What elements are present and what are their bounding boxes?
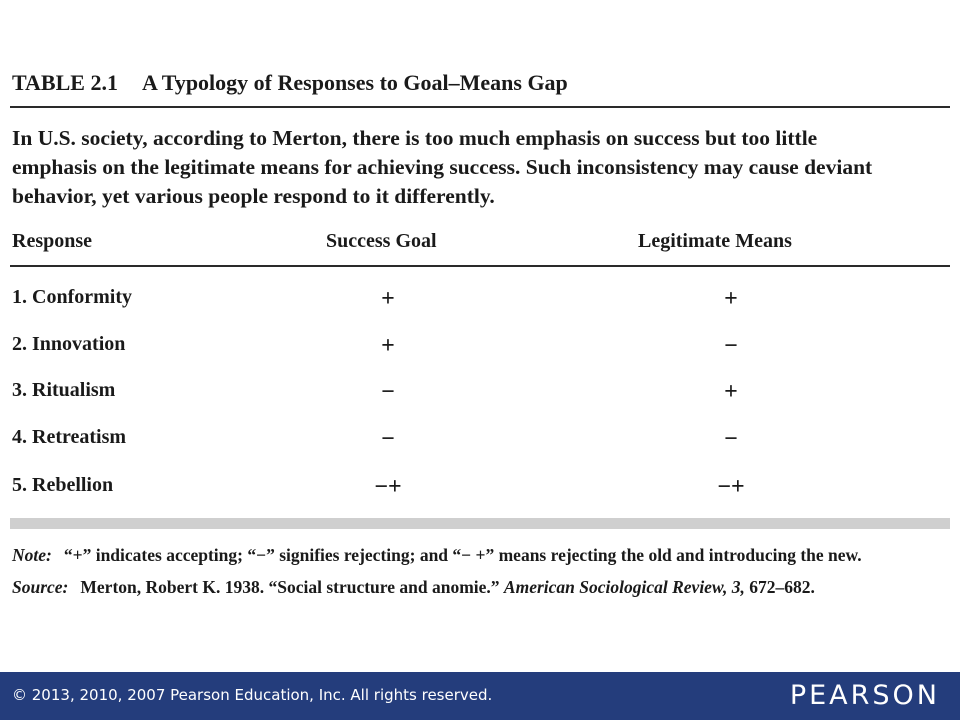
legitimate-means-value: −	[724, 426, 738, 452]
table-source: Source: Merton, Robert K. 1938. “Social s…	[12, 577, 815, 598]
success-goal-value: +	[381, 286, 395, 312]
note-text: “+” indicates accepting; “−” signifies r…	[63, 545, 862, 565]
table-row: 1. Conformity + +	[0, 286, 960, 326]
table-intro: In U.S. society, according to Merton, th…	[12, 124, 947, 211]
column-header-response: Response	[12, 230, 93, 252]
note-label: Note:	[12, 545, 52, 565]
legitimate-means-value: +	[724, 379, 738, 405]
table-title: TABLE 2.1 A Typology of Responses to Goal…	[12, 70, 568, 96]
intro-line: emphasis on the legitimate means for ach…	[12, 155, 873, 179]
table-note: Note: “+” indicates accepting; “−” signif…	[12, 545, 862, 566]
top-rule	[10, 106, 950, 108]
intro-line: behavior, yet various people respond to …	[12, 184, 495, 208]
source-pages: 672–682.	[744, 577, 815, 597]
table-row: 3. Ritualism − +	[0, 379, 960, 419]
pearson-logo: PEARSON	[789, 680, 940, 711]
column-header-legitimate-means: Legitimate Means	[638, 230, 792, 252]
footer-bar: © 2013, 2010, 2007 Pearson Education, In…	[0, 672, 960, 720]
source-journal: American Sociological Review, 3,	[503, 577, 745, 597]
response-label: 5. Rebellion	[12, 474, 114, 496]
table-number: TABLE 2.1	[12, 70, 118, 95]
success-goal-value: −+	[374, 474, 402, 500]
intro-line: In U.S. society, according to Merton, th…	[12, 126, 818, 150]
success-goal-value: +	[381, 333, 395, 359]
table-row: 4. Retreatism − −	[0, 426, 960, 466]
response-label: 3. Ritualism	[12, 379, 116, 401]
table-title-text: A Typology of Responses to Goal–Means Ga…	[142, 70, 568, 95]
source-label: Source:	[12, 577, 69, 597]
header-rule	[10, 265, 950, 267]
success-goal-value: −	[381, 426, 395, 452]
legitimate-means-value: −	[724, 333, 738, 359]
response-label: 1. Conformity	[12, 286, 132, 308]
response-label: 4. Retreatism	[12, 426, 127, 448]
source-text: Merton, Robert K. 1938. “Social structur…	[80, 577, 504, 597]
legitimate-means-value: +	[724, 286, 738, 312]
success-goal-value: −	[381, 379, 395, 405]
copyright-text: © 2013, 2010, 2007 Pearson Education, In…	[12, 686, 493, 704]
column-header-success-goal: Success Goal	[326, 230, 437, 252]
table-row: 5. Rebellion −+ −+	[0, 474, 960, 514]
table-row: 2. Innovation + −	[0, 333, 960, 373]
response-label: 2. Innovation	[12, 333, 126, 355]
legitimate-means-value: −+	[717, 474, 745, 500]
bottom-rule	[10, 518, 950, 529]
